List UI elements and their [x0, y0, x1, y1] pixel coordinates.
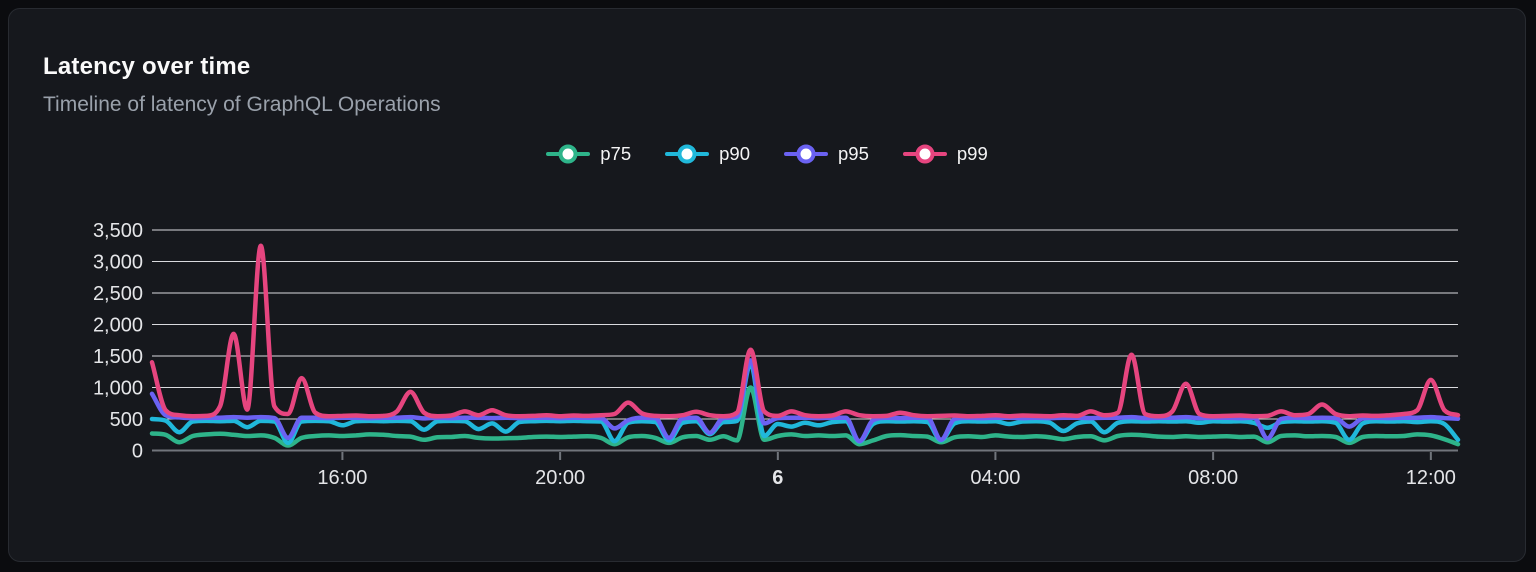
card-subtitle: Timeline of latency of GraphQL Operation…	[43, 93, 441, 116]
y-axis-label: 1,000	[93, 378, 143, 400]
legend-item-p95[interactable]: p95	[784, 143, 869, 165]
y-axis-label: 1,500	[93, 346, 143, 368]
x-axis-label: 04:00	[970, 467, 1020, 489]
series-line-p99	[149, 243, 1461, 419]
legend-marker-icon	[784, 144, 828, 164]
legend-label: p95	[838, 143, 869, 164]
card-title: Latency over time	[43, 53, 251, 80]
legend-dot-icon	[796, 144, 816, 164]
series-line-p75	[149, 385, 1461, 448]
legend-dot-icon	[677, 144, 697, 164]
y-axis-label: 3,000	[93, 252, 143, 274]
x-axis-label: 6	[772, 467, 783, 489]
y-axis-label: 2,000	[93, 315, 143, 337]
latency-card: Latency over time Timeline of latency of…	[8, 8, 1526, 562]
x-axis-label: 08:00	[1188, 467, 1238, 489]
legend-item-p90[interactable]: p90	[665, 143, 750, 165]
legend-marker-icon	[665, 144, 710, 164]
legend-label: p75	[600, 143, 632, 164]
y-axis-label: 500	[110, 409, 143, 431]
y-axis-label: 0	[132, 441, 143, 463]
legend-item-p99[interactable]: p99	[902, 143, 988, 165]
x-axis-label: 16:00	[317, 467, 367, 489]
series-line-p95	[149, 358, 1461, 444]
legend-marker-icon	[546, 144, 591, 164]
legend-dot-icon	[915, 144, 935, 164]
y-axis-label: 3,500	[93, 220, 143, 242]
legend-label: p99	[956, 143, 988, 164]
x-axis-label: 12:00	[1406, 467, 1456, 489]
legend-dot-icon	[558, 144, 578, 164]
legend-item-p75[interactable]: p75	[546, 143, 631, 165]
chart-legend: p75 p90 p95 p99	[9, 143, 1525, 165]
y-axis-label: 2,500	[93, 283, 143, 305]
x-axis-label: 20:00	[535, 467, 585, 489]
legend-marker-icon	[902, 144, 947, 164]
series-line-p90	[149, 361, 1461, 446]
legend-label: p90	[719, 143, 750, 164]
